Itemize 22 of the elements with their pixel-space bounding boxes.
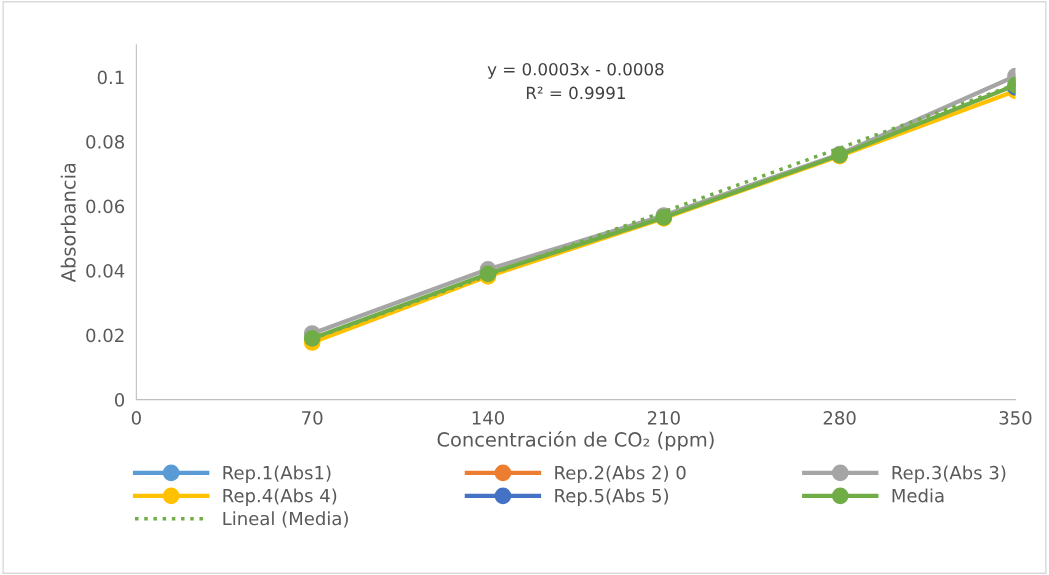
x-tick-label: 350: [999, 411, 1032, 425]
y-tick-label: 0.04: [86, 264, 125, 278]
legend-label: Rep.5(Abs 5): [555, 488, 669, 506]
y-tick-label: 0.1: [97, 70, 124, 85]
legend-label: Rep.2(Abs 2) 0: [555, 465, 686, 484]
annotation: y = 0.0003x - 0.0008 R² = 0.9991: [487, 62, 664, 100]
x-tick-label: 140: [472, 411, 505, 425]
legend-label: Rep.3(Abs 3): [892, 465, 1006, 484]
y-axis-title: Absorbancia: [60, 163, 76, 283]
legend-label: Media: [892, 488, 944, 503]
y-tick-label: 0.02: [86, 328, 124, 343]
legend-label: Lineal (Media): [223, 511, 348, 528]
legend-label: Rep.4(Abs 4): [223, 488, 337, 506]
x-tick-label: 280: [823, 411, 856, 425]
x-tick-label: 70: [302, 411, 323, 425]
x-tick-label: 0: [131, 411, 141, 425]
x-axis-title: Concentración de CO₂ (ppm): [437, 430, 714, 451]
x-tick-label: 210: [647, 411, 680, 425]
y-tick-label: 0.08: [86, 135, 125, 149]
y-tick-label: 0.06: [86, 199, 125, 214]
y-tick-label: 0: [114, 393, 125, 407]
legend-label: Rep.1(Abs1): [223, 465, 331, 484]
